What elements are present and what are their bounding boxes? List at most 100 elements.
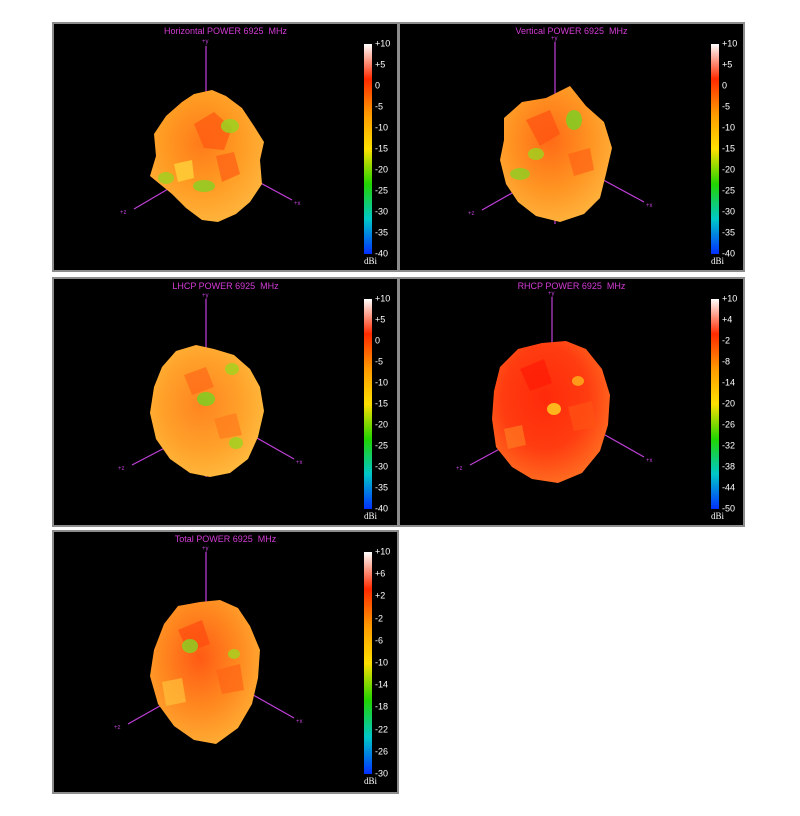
colorbar-tick-label: -15 xyxy=(375,143,389,154)
colorbar-tick-label: -40 xyxy=(375,248,389,259)
colorbar-tick-label: -26 xyxy=(722,419,736,430)
colorbar-tick-label: -30 xyxy=(722,206,736,217)
pattern-null xyxy=(221,119,239,133)
pattern-panel-lhcp: +y +x +z LHCP POWER 6925 MHz +10 +5 0 -5 -10… xyxy=(52,277,399,527)
pattern-panel-vertical: +y +x +z Vertical POWER 6925 MHz +10 +5 0 -… xyxy=(398,22,745,272)
colorbar xyxy=(364,299,372,509)
colorbar-tick-label: -15 xyxy=(375,398,389,409)
colorbar-tick-label: -10 xyxy=(375,122,389,133)
pattern-null xyxy=(197,392,215,406)
colorbar-unit: dBi xyxy=(364,776,378,786)
colorbar-ticks: +10 +5 0 -5 -10 -15 -20 -25 -30 -35 -40 xyxy=(375,39,397,258)
x-axis-label: +x xyxy=(646,458,653,464)
pattern-facet xyxy=(194,112,232,150)
y-axis-label: +y xyxy=(202,546,209,552)
pattern-facet xyxy=(162,678,186,706)
pattern-facet xyxy=(526,110,560,146)
colorbar-tick-label: -25 xyxy=(375,185,389,196)
radiation-pattern-3d: +y +x +z xyxy=(118,293,303,477)
colorbar-tick-label: -40 xyxy=(375,503,389,514)
colorbar xyxy=(711,44,719,254)
colorbar-tick-label: +6 xyxy=(375,568,386,579)
radiation-pattern-3d: +y +x +z xyxy=(120,39,301,222)
colorbar-tick-label: -35 xyxy=(375,482,389,493)
colorbar-tick-label: -50 xyxy=(722,503,736,514)
colorbar-tick-label: +10 xyxy=(722,293,738,304)
colorbar-tick-label: 0 xyxy=(375,335,381,346)
colorbar-tick-label: -25 xyxy=(375,440,389,451)
colorbar-tick-label: -20 xyxy=(375,419,389,430)
colorbar-tick-label: -8 xyxy=(722,356,731,367)
z-axis-label: +z xyxy=(468,211,475,217)
y-axis-label: +y xyxy=(548,291,555,297)
x-axis-label: +x xyxy=(646,203,653,209)
colorbar xyxy=(711,299,719,509)
pattern-surface xyxy=(150,600,260,744)
colorbar-tick-label: -35 xyxy=(722,227,736,238)
z-axis-label: +z xyxy=(120,210,127,216)
y-axis-label: +y xyxy=(551,36,558,42)
colorbar-tick-label: 0 xyxy=(375,80,381,91)
pattern-facet xyxy=(568,148,594,176)
colorbar-tick-label: +10 xyxy=(722,38,738,49)
colorbar-tick-label: -30 xyxy=(375,768,389,779)
colorbar-tick-label: -2 xyxy=(722,335,731,346)
pattern-panel-total: +y +x +z Total POWER 6925 MHz +10 +6 +2 -2 -… xyxy=(52,530,399,794)
colorbar-ticks: +10 +4 -2 -8 -14 -20 -26 -32 -38 -44 -50 xyxy=(722,294,743,513)
pattern-panel-horizontal: +y +x +z Horizontal POWER 6925 MHz +10 +5… xyxy=(52,22,399,272)
pattern-null xyxy=(528,148,544,160)
colorbar-unit: dBi xyxy=(364,511,378,521)
pattern-facet xyxy=(520,359,552,391)
pattern-surface xyxy=(500,86,612,222)
colorbar-tick-label: -40 xyxy=(722,248,736,259)
colorbar-tick-label: -38 xyxy=(722,461,736,472)
colorbar-tick-label: -5 xyxy=(375,356,384,367)
colorbar-unit: dBi xyxy=(711,511,725,521)
radiation-pattern-3d: +y +x +z xyxy=(456,291,653,483)
pattern-facet xyxy=(184,367,214,395)
panel-title: RHCP POWER 6925 MHz xyxy=(517,281,626,291)
pattern-facet xyxy=(174,160,194,182)
pattern-null xyxy=(547,403,561,415)
colorbar-tick-label: -20 xyxy=(722,164,736,175)
colorbar-tick-label: -14 xyxy=(375,679,389,690)
colorbar-tick-label: +2 xyxy=(375,590,386,601)
colorbar-tick-label: -10 xyxy=(722,122,736,133)
colorbar-tick-label: -44 xyxy=(722,482,736,493)
pattern-surface xyxy=(150,90,264,222)
colorbar-tick-label: -10 xyxy=(375,377,389,388)
colorbar-tick-label: -5 xyxy=(722,101,731,112)
colorbar-tick-label: +4 xyxy=(722,314,733,325)
pattern-facet xyxy=(216,664,244,694)
colorbar-tick-label: -32 xyxy=(722,440,736,451)
panel-title: Vertical POWER 6925 MHz xyxy=(515,26,628,36)
pattern-null xyxy=(228,649,240,659)
pattern-null xyxy=(566,110,582,130)
pattern-null xyxy=(572,376,584,386)
colorbar-tick-label: -14 xyxy=(722,377,736,388)
x-axis-label: +x xyxy=(296,719,303,725)
colorbar-tick-label: -10 xyxy=(375,657,389,668)
pattern-facet xyxy=(216,152,240,182)
colorbar-tick-label: -25 xyxy=(722,185,736,196)
colorbar-tick-label: -30 xyxy=(375,461,389,472)
pattern-surface xyxy=(150,345,264,477)
colorbar xyxy=(364,44,372,254)
colorbar-tick-label: -22 xyxy=(375,724,389,735)
panel-title: Horizontal POWER 6925 MHz xyxy=(163,26,288,36)
z-axis-label: +z xyxy=(118,466,125,472)
pattern-null xyxy=(182,639,198,653)
pattern-facet xyxy=(214,413,242,439)
colorbar-tick-label: +5 xyxy=(375,314,386,325)
colorbar-tick-label: 0 xyxy=(722,80,728,91)
colorbar xyxy=(364,552,372,774)
colorbar-ticks: +10 +5 0 -5 -10 -15 -20 -25 -30 -35 -40 xyxy=(375,294,397,513)
colorbar-unit: dBi xyxy=(364,256,378,266)
z-axis-label: +z xyxy=(114,725,121,731)
pattern-null xyxy=(158,172,174,184)
panel-title: Total POWER 6925 MHz xyxy=(174,534,277,544)
colorbar-unit: dBi xyxy=(711,256,725,266)
colorbar-tick-label: +5 xyxy=(375,59,386,70)
y-axis-label: +y xyxy=(202,293,209,299)
x-axis-label: +x xyxy=(294,201,301,207)
